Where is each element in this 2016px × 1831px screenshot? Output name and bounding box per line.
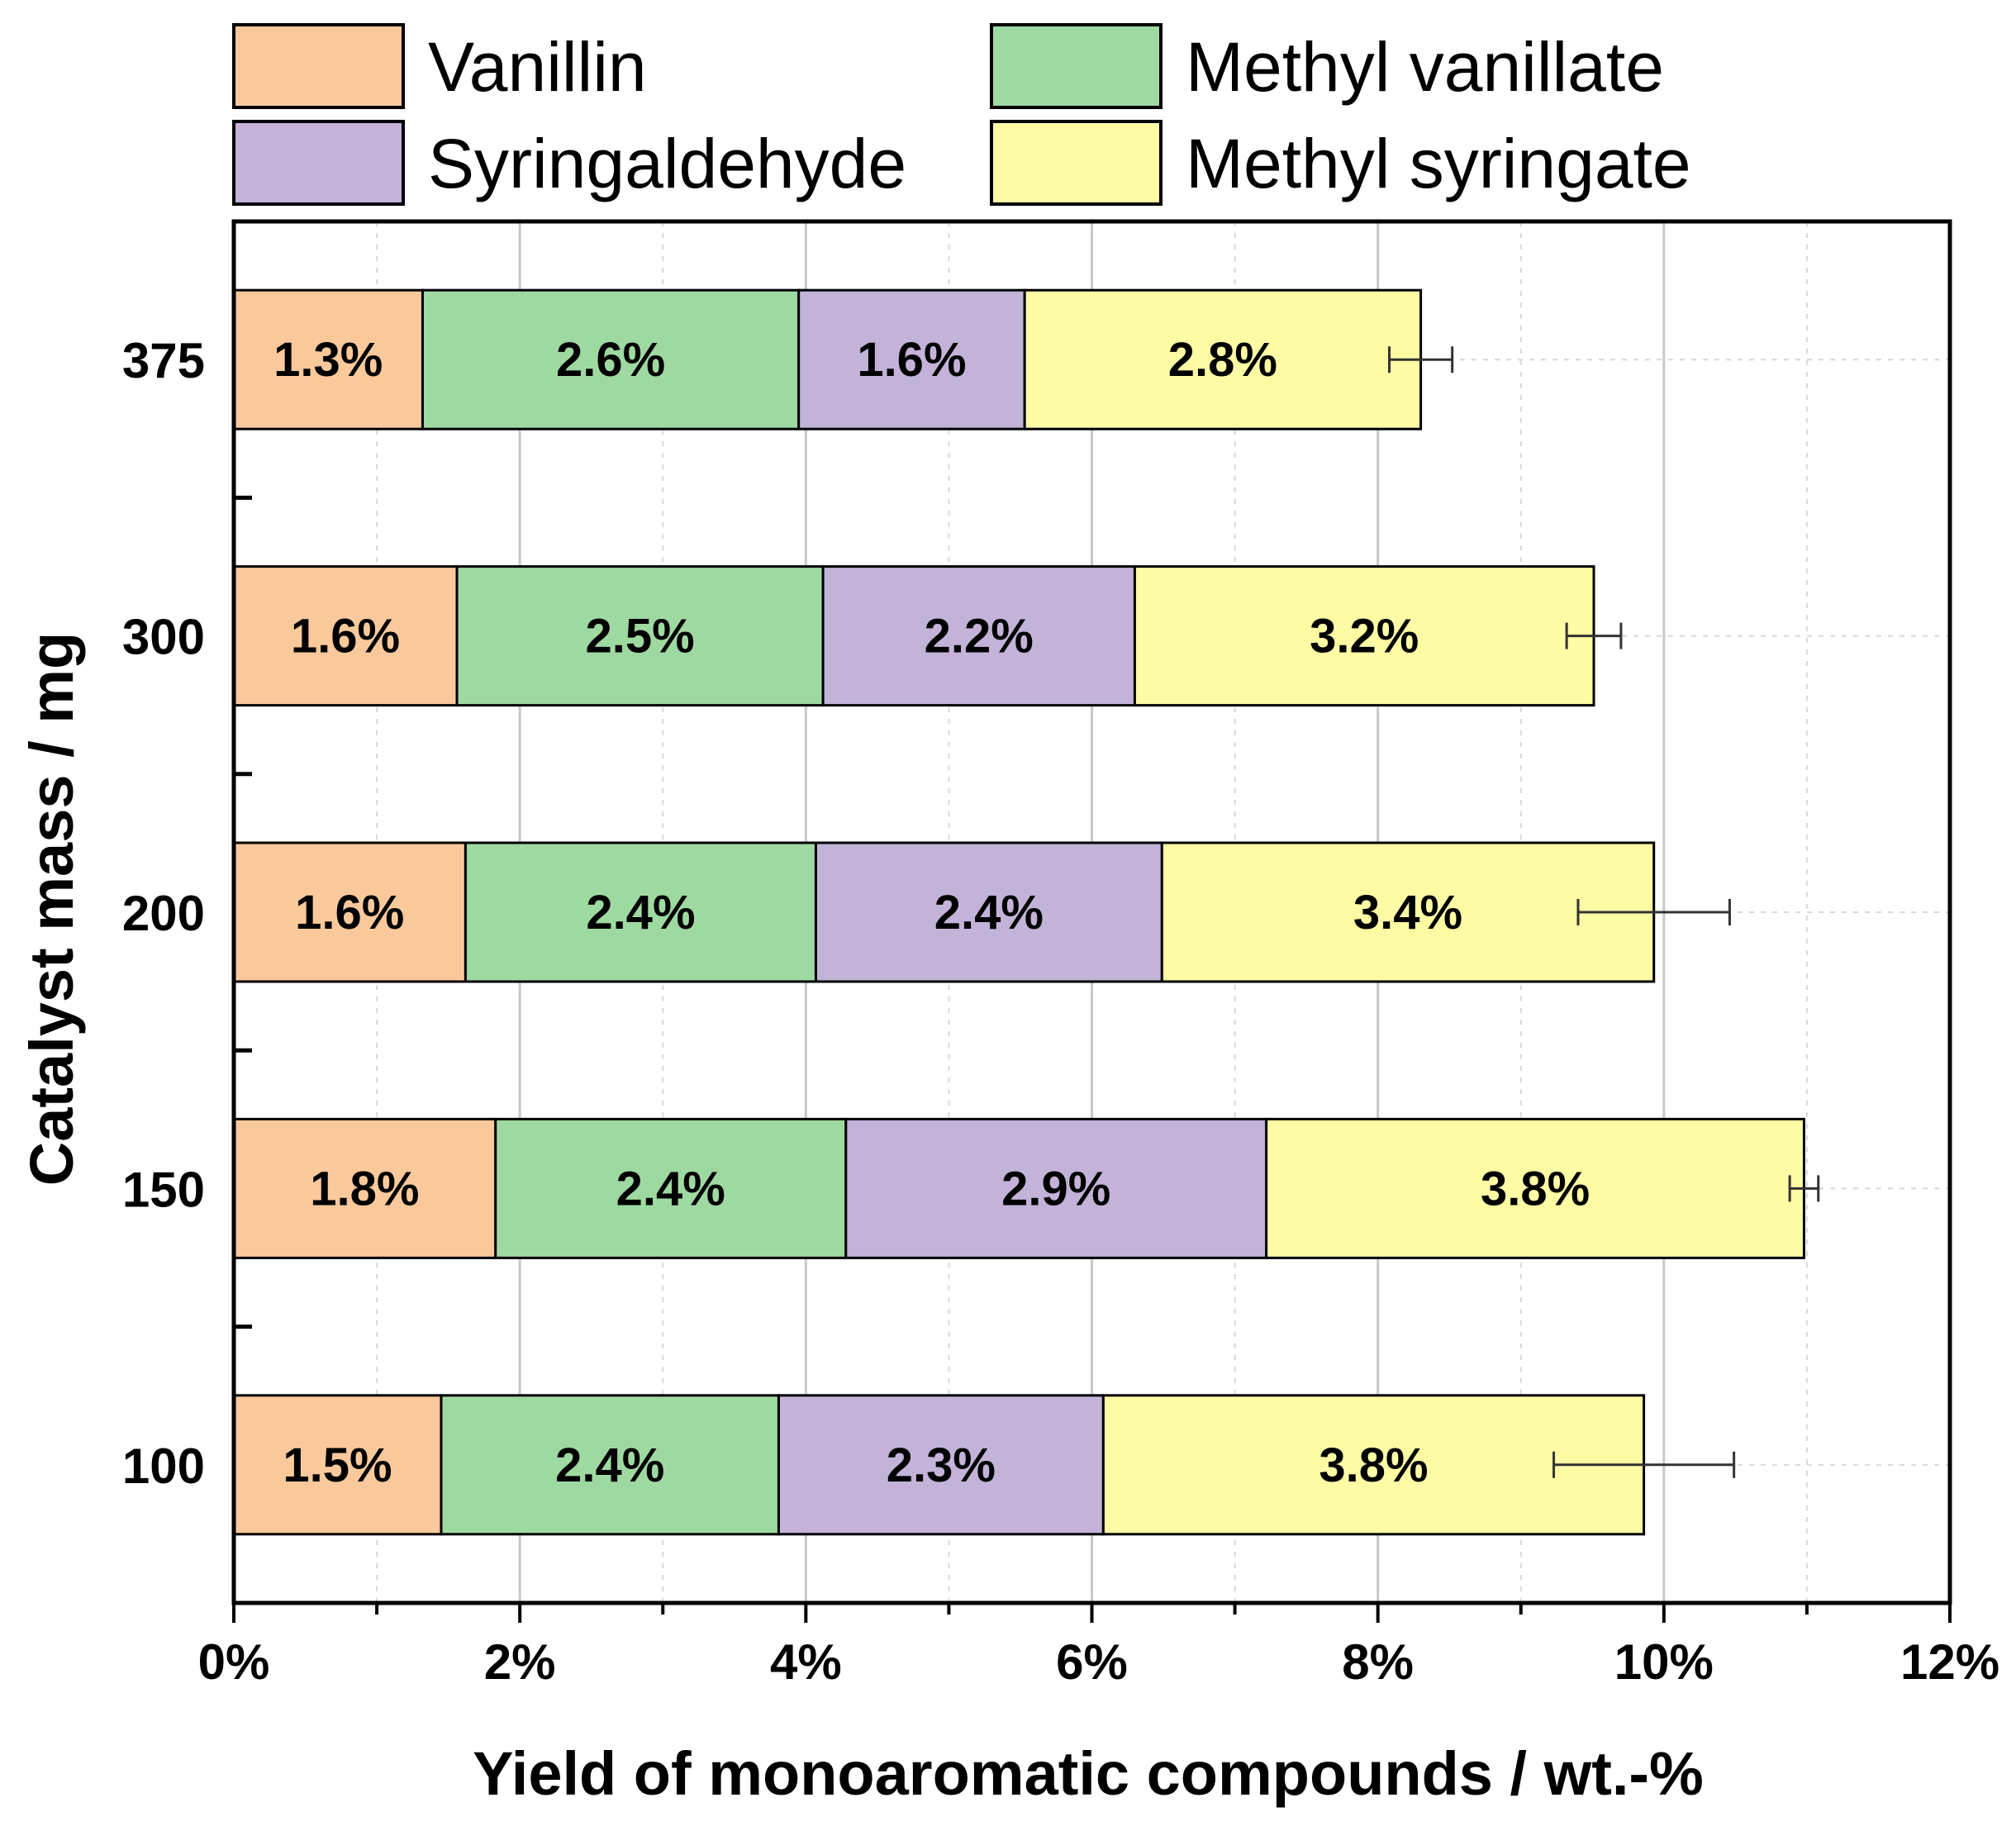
bar-segment: [464, 841, 817, 983]
data-label: 3.2%: [1310, 610, 1419, 663]
data-label: 2.5%: [585, 610, 694, 663]
data-label: 2.6%: [556, 333, 665, 387]
y-tick-label: 375: [122, 333, 205, 388]
x-tick-label: 12%: [1900, 1634, 1999, 1690]
x-tick-label: 8%: [1342, 1634, 1414, 1690]
bar-segment: [494, 1117, 848, 1259]
y-tick-label: 100: [122, 1439, 205, 1494]
legend-swatch: [990, 120, 1163, 206]
x-axis-title: Yield of monoaromatic compounds / wt.-%: [473, 1739, 1704, 1808]
bar-segment: [777, 1394, 1105, 1536]
bar-segment: [1160, 841, 1656, 983]
y-tick-label: 200: [122, 886, 205, 941]
legend-swatch: [232, 23, 405, 109]
legend-label: Methyl vanillate: [1186, 28, 1664, 106]
data-label: 3.8%: [1481, 1162, 1590, 1215]
legend-swatch: [232, 120, 405, 206]
error-bar: [1565, 622, 1623, 649]
legend-entry: Vanillin: [232, 23, 647, 109]
error-bar: [1552, 1451, 1736, 1478]
bar-segment: [232, 1394, 443, 1536]
data-label: 2.4%: [934, 886, 1044, 939]
bars: 1.3% 2.6% 1.6% 2.8% 1.6% 2.5% 2.2% 3.2% 1.6% 2.4%…: [232, 288, 1805, 1536]
bar-segment: [421, 288, 801, 430]
data-label: 2.4%: [555, 1439, 664, 1492]
bar-segment: [1023, 288, 1423, 430]
bar-segment: [232, 565, 459, 707]
data-label: 1.6%: [857, 333, 966, 387]
y-tick-label: 300: [122, 610, 205, 665]
x-tick-label: 4%: [770, 1634, 842, 1690]
legend: Vanillin Methyl vanillate Syringaldehyde Me…: [232, 23, 1691, 206]
data-label: 1.8%: [310, 1162, 419, 1215]
data-label: 1.5%: [283, 1439, 392, 1492]
error-bar: [1576, 899, 1731, 925]
data-label: 2.4%: [616, 1162, 725, 1215]
legend-swatch: [990, 23, 1163, 109]
legend-label: Methyl syringate: [1186, 125, 1691, 202]
x-tick-label: 0%: [198, 1634, 270, 1690]
y-tick-label: 150: [122, 1162, 205, 1217]
bar-segment: [814, 841, 1163, 983]
x-tick-label: 6%: [1056, 1634, 1128, 1690]
legend-label: Syringaldehyde: [428, 125, 906, 202]
legend-label: Vanillin: [428, 28, 647, 106]
axes: 375 300 200 150 100 0% 2% 4% 6% 8% 10% 12%: [122, 219, 1999, 1690]
bar-segment: [844, 1117, 1268, 1259]
legend-entry: Methyl vanillate: [990, 23, 1664, 109]
error-bars: [1388, 346, 1820, 1478]
error-bar: [1388, 346, 1454, 373]
bar-segment: [455, 565, 825, 707]
data-label: 3.4%: [1353, 886, 1462, 939]
bar-segment: [1133, 565, 1595, 707]
error-bar: [1788, 1175, 1820, 1202]
data-label: 2.4%: [586, 886, 695, 939]
bar-segment: [821, 565, 1136, 707]
bar-segment: [797, 288, 1026, 430]
data-label: 1.6%: [291, 610, 400, 663]
x-tick-label: 2%: [484, 1634, 556, 1690]
data-label: 2.2%: [925, 610, 1034, 663]
data-label: 1.3%: [273, 333, 383, 387]
legend-entry: Syringaldehyde: [232, 120, 906, 206]
data-label: 3.8%: [1319, 1439, 1428, 1492]
bar-segment: [1265, 1117, 1805, 1259]
legend-entry: Methyl syringate: [990, 120, 1691, 206]
data-label: 2.9%: [1001, 1162, 1110, 1215]
bar-segment: [232, 1117, 497, 1259]
data-label: 1.6%: [295, 886, 404, 939]
data-label: 2.8%: [1168, 333, 1277, 387]
data-label: 2.3%: [887, 1439, 996, 1492]
y-axis-title: Catalyst mass / mg: [17, 632, 86, 1186]
bar-segment: [440, 1394, 780, 1536]
x-tick-label: 10%: [1614, 1634, 1714, 1690]
